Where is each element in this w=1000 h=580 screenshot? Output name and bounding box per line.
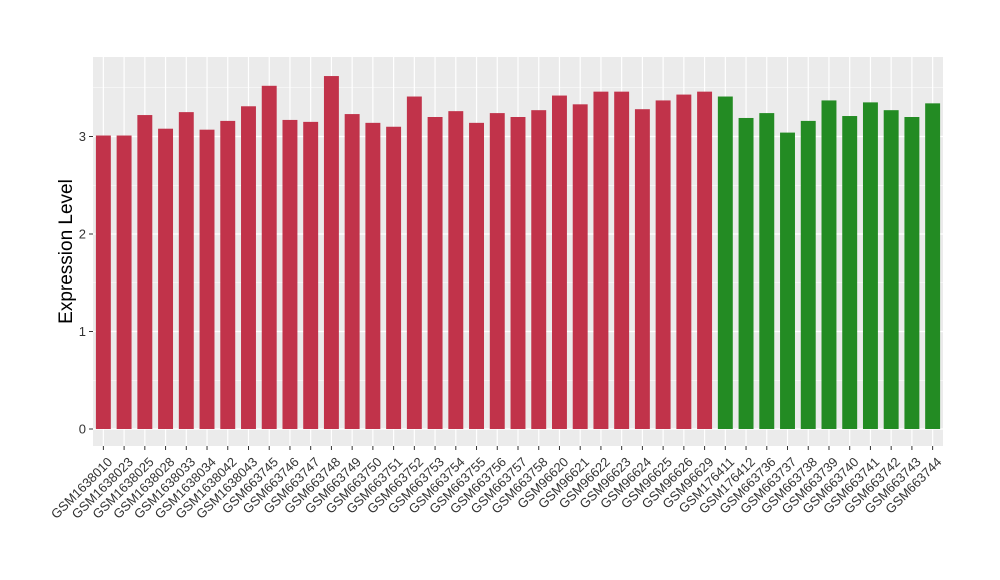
bar-GSM96629 xyxy=(697,91,713,430)
bar-GSM1638034 xyxy=(199,129,215,430)
y-tick-label: 2 xyxy=(79,227,86,242)
bar-GSM1638010 xyxy=(95,135,111,429)
bar-GSM663750 xyxy=(365,122,381,429)
x-axis: GSM1638010GSM1638023GSM1638025GSM1638028… xyxy=(48,446,945,522)
bar-GSM1638028 xyxy=(158,128,174,429)
bar-GSM663740 xyxy=(842,116,858,430)
bar-GSM96621 xyxy=(572,104,588,429)
bar-GSM663755 xyxy=(469,122,484,429)
bar-GSM663738 xyxy=(800,120,816,430)
y-tick-label: 3 xyxy=(79,129,86,144)
bar-GSM96623 xyxy=(614,91,630,430)
bar-GSM663754 xyxy=(448,111,464,430)
bar-GSM663756 xyxy=(489,113,505,429)
bar-GSM663758 xyxy=(531,110,547,430)
bar-GSM663749 xyxy=(344,114,360,429)
bar-GSM663746 xyxy=(282,119,298,430)
bar-GSM663736 xyxy=(759,113,775,429)
bar-GSM663745 xyxy=(261,85,277,430)
y-tick-label: 1 xyxy=(79,324,86,339)
bar-GSM663742 xyxy=(883,110,899,430)
bar-GSM663752 xyxy=(406,96,422,430)
bar-GSM663757 xyxy=(510,117,526,429)
bar-GSM1638023 xyxy=(116,135,132,429)
bar-GSM96620 xyxy=(552,95,567,430)
bar-GSM663739 xyxy=(821,100,837,430)
y-axis: 0 1 2 3 xyxy=(79,129,93,437)
bar-GSM1638025 xyxy=(137,115,153,430)
bar-GSM663743 xyxy=(904,117,920,429)
bar-GSM663744 xyxy=(925,103,941,429)
bar-GSM663741 xyxy=(862,102,878,429)
bar-GSM96626 xyxy=(676,94,692,429)
y-axis-title: Expression Level xyxy=(56,179,77,324)
bar-GSM96624 xyxy=(634,109,650,429)
bar-GSM663748 xyxy=(323,76,339,430)
bar-GSM663753 xyxy=(427,117,443,429)
bar-GSM176411 xyxy=(717,96,733,430)
bar-GSM1638033 xyxy=(178,112,194,429)
bar-GSM176412 xyxy=(738,117,754,429)
bar-GSM663747 xyxy=(303,121,319,429)
bars xyxy=(95,76,941,430)
bar-GSM96622 xyxy=(593,91,609,430)
bar-GSM1638042 xyxy=(220,120,236,430)
bar-GSM1638043 xyxy=(241,106,256,430)
bar-GSM663751 xyxy=(386,126,402,429)
bar-GSM663737 xyxy=(780,132,795,429)
bar-GSM96625 xyxy=(655,100,671,430)
y-tick-label: 0 xyxy=(79,422,86,437)
